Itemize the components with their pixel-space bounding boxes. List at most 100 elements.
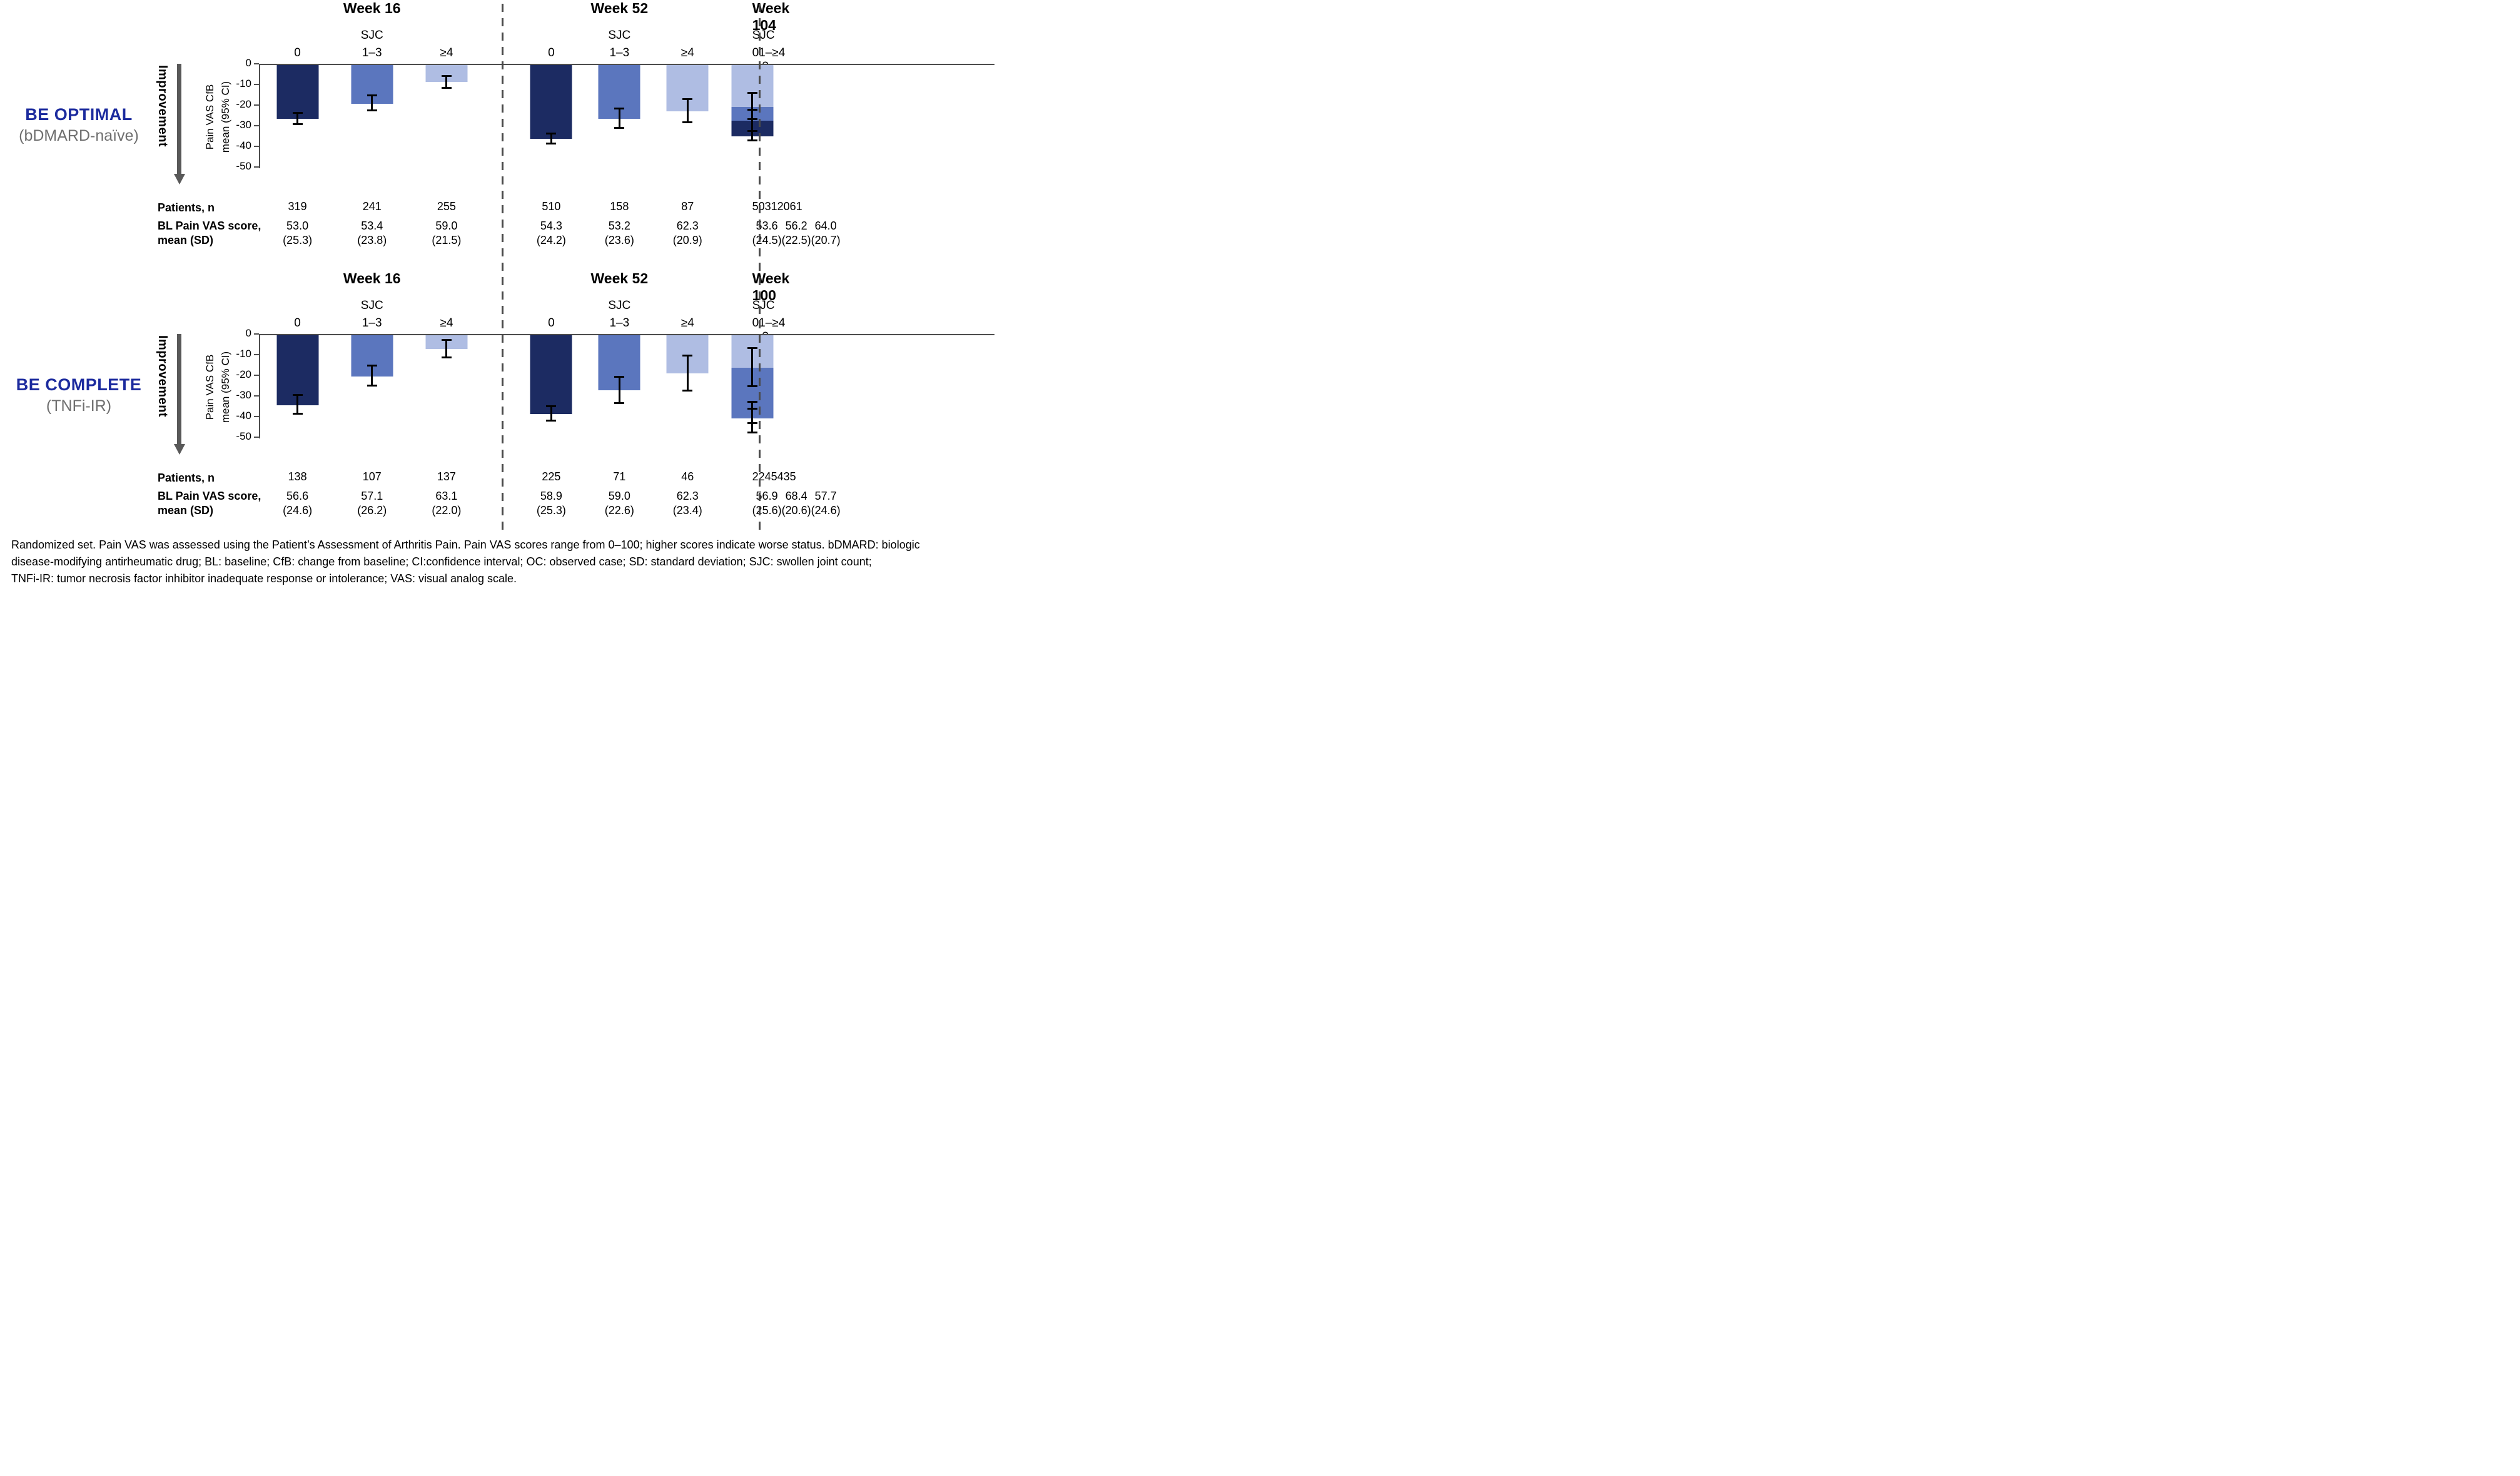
bar-slot (517, 64, 585, 170)
error-bar (445, 339, 448, 358)
sjc-column-label: ≥4 (772, 46, 786, 59)
bl-score-cell: 63.1 (22.0) (409, 489, 483, 518)
error-bar (618, 108, 620, 128)
y-tick-label: -50 (236, 160, 251, 172)
bar-sjc-0 (530, 64, 572, 139)
error-bar (751, 109, 754, 131)
bar-slot (654, 334, 722, 440)
improvement-label: Improvement (156, 335, 170, 418)
y-tick-mark (254, 104, 259, 106)
sjc-column-label: ≥4 (440, 316, 453, 330)
y-tick-label: -10 (236, 348, 251, 360)
patients-count: 225 (542, 470, 561, 483)
study-row-be-complete: BE COMPLETE (TNFi-IR) Improvement Pain V… (0, 270, 1008, 530)
left-gutter: BE COMPLETE (TNFi-IR) Improvement Pain V… (0, 270, 261, 530)
bl-score-sd: (22.5) (781, 234, 811, 247)
error-bar (371, 365, 373, 386)
error-bar (371, 95, 373, 111)
sjc-column-label: 0 (752, 316, 759, 330)
patients-count: 54 (771, 470, 784, 483)
patients-count: 137 (437, 470, 456, 483)
chart-panels: Week 16 SJC 0 1–3 ≥4 319 241 255 53.0 (25.3) 53.4 (… (260, 0, 994, 260)
bl-score-sd: (25.3) (283, 234, 313, 247)
bl-score-mean: 56.6 (286, 490, 309, 502)
sjc-column-labels: 0 1–3 ≥4 (517, 316, 752, 330)
bar-plot (260, 334, 517, 440)
bl-score-mean: 54.3 (540, 220, 562, 232)
bl-score-sd: (26.2) (357, 504, 387, 517)
sjc-column-label: ≥4 (440, 46, 453, 59)
week-title: Week 52 (590, 0, 649, 16)
error-bar (550, 133, 552, 144)
bar-slot (517, 334, 585, 440)
bar-plot (517, 334, 752, 440)
bl-score-sd: (24.5) (752, 234, 782, 247)
bl-score-mean: 56.9 (756, 490, 778, 502)
y-tick-mark (254, 375, 259, 376)
y-tick-label: 0 (245, 57, 251, 69)
y-tick-mark (254, 125, 259, 126)
bl-score-cell: 58.9 (25.3) (517, 489, 585, 518)
bar-slot (654, 64, 722, 170)
bl-score-mean: 53.0 (286, 220, 309, 232)
bar-plot (517, 64, 752, 170)
bl-score-sd: (23.8) (357, 234, 387, 247)
sjc-column-label: 0 (752, 46, 759, 59)
bl-score-mean: 59.0 (608, 490, 630, 502)
y-tick-mark (254, 166, 259, 168)
bl-score-cell: 53.2 (23.6) (585, 219, 654, 248)
y-axis-line (254, 333, 260, 438)
dashed-panel-separator (759, 4, 761, 530)
sjc-column-label: 1–3 (362, 46, 382, 59)
week-panel: Week 16 SJC 0 1–3 ≥4 319 241 255 53.0 (25.3) 53.4 (… (260, 0, 517, 260)
study-name: BE COMPLETE (16, 375, 142, 394)
zero-baseline (260, 64, 994, 65)
bl-score-mean: 53.6 (756, 220, 778, 232)
footnote: Randomized set. Pain VAS was assessed us… (11, 537, 999, 587)
sjc-column-label: ≥4 (681, 46, 694, 59)
bar-plot (260, 64, 517, 170)
patients-count: 61 (789, 200, 802, 213)
down-arrow-icon (177, 334, 181, 445)
improvement-label: Improvement (156, 65, 170, 148)
y-tick-label: -10 (236, 78, 251, 89)
bl-score-mean: 53.4 (361, 220, 383, 232)
bl-score-sd: (25.3) (536, 504, 566, 517)
bl-score-cell: 57.1 (26.2) (335, 489, 409, 518)
bar-slot (335, 64, 409, 170)
bar-slot (585, 64, 654, 170)
improvement-annotation: Improvement (155, 63, 186, 194)
patients-count-row: 138 107 137 (260, 470, 517, 483)
sjc-column-label: 1–3 (362, 316, 382, 330)
patients-count: 224 (752, 470, 771, 483)
bl-score-cell: 62.3 (23.4) (654, 489, 722, 518)
bar-sjc-0 (276, 64, 319, 119)
bl-score-cell: 59.0 (21.5) (409, 219, 483, 248)
bl-score-cell: 53.4 (23.8) (335, 219, 409, 248)
y-tick-label: -20 (236, 98, 251, 110)
sjc-column-labels: 0 1–3 ≥4 (517, 46, 752, 60)
sjc-column-label: 1–3 (609, 46, 630, 59)
patients-count: 71 (613, 470, 626, 483)
y-tick-mark (254, 333, 259, 335)
patients-count: 138 (288, 470, 307, 483)
sjc-column-labels: 0 1–3 ≥4 (260, 46, 517, 60)
study-label: BE OPTIMAL (bDMARD-naïve) (0, 105, 158, 145)
y-tick-label: -30 (236, 119, 251, 131)
bl-score-sd: (20.7) (811, 234, 841, 247)
left-gutter: BE OPTIMAL (bDMARD-naïve) Improvement Pa… (0, 0, 261, 260)
y-axis-label-line1: Pain VAS CfB (204, 354, 216, 420)
patients-count: 255 (437, 200, 456, 213)
sjc-group-header: SJC (608, 29, 631, 42)
patients-count: 46 (681, 470, 694, 483)
y-tick-label: -40 (236, 139, 251, 151)
bl-score-cell: 57.7 (24.6) (811, 489, 841, 518)
week-panel: Week 52 SJC 0 1–3 ≥4 225 71 46 58.9 (25.3) 59.0 (22… (517, 270, 752, 530)
week-panel: Week 52 SJC 0 1–3 ≥4 510 158 87 54.3 (24.2) 53.2 (2… (517, 0, 752, 260)
study-row-be-optimal: BE OPTIMAL (bDMARD-naïve) Improvement Pa… (0, 0, 1008, 260)
bar-slot (260, 334, 335, 440)
sjc-column-label: 0 (294, 316, 301, 330)
down-arrow-head-icon (174, 444, 185, 455)
bl-score-mean: 62.3 (676, 490, 699, 502)
y-tick-label: -50 (236, 430, 251, 442)
